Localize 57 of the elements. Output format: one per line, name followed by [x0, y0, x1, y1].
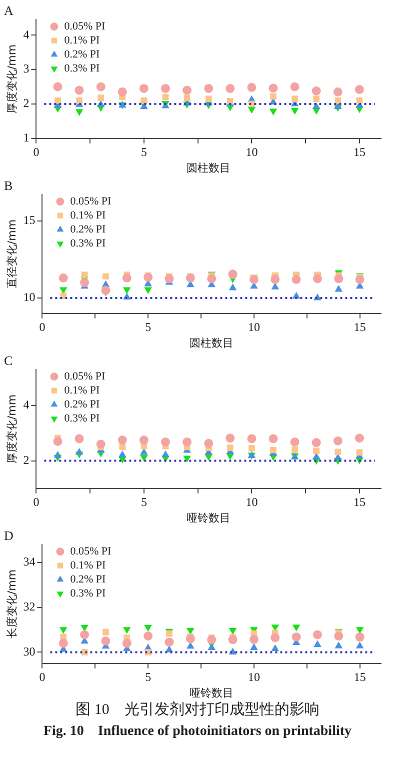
x-tick-label: 10 — [246, 144, 258, 159]
x-tick-label: 0 — [33, 494, 40, 509]
y-tick-label: 32 — [23, 600, 36, 614]
x-axis-title: 哑铃数目 — [186, 511, 231, 524]
x-tick-label: 0 — [39, 320, 46, 334]
x-tick-label: 10 — [246, 494, 258, 509]
legend-label: 0.1% PI — [70, 559, 106, 572]
y-axis-title: 长度变化/mm — [5, 569, 18, 639]
y-axis-title: 厚度变化/mm — [5, 394, 18, 464]
x-axis-title: 圆柱数目 — [190, 336, 234, 350]
legend-label: 0.05% PI — [70, 545, 112, 558]
chart-title: D — [4, 528, 14, 544]
y-tick-label: 15 — [23, 212, 36, 227]
y-tick-label: 4 — [23, 398, 30, 412]
x-tick-label: 15 — [354, 320, 366, 334]
caption: Fig. 10 Influence of photoinitiators on printability — [42, 723, 353, 741]
x-tick-label: 15 — [353, 144, 366, 159]
legend-label: 0.2% PI — [70, 223, 106, 236]
legend-label: 0.05% PI — [70, 195, 112, 208]
y-tick-label: 30 — [23, 644, 36, 658]
y-tick-label: 1 — [23, 130, 30, 145]
x-tick-label: 5 — [145, 320, 152, 334]
y-tick-label: 10 — [23, 290, 36, 304]
legend-label: 0.3% PI — [64, 62, 100, 74]
x-tick-label: 15 — [353, 494, 366, 509]
legend-label: 0.05% PI — [64, 20, 106, 32]
y-tick-label: 4 — [23, 27, 30, 42]
y-axis-title: 厚度变化/mm — [5, 44, 18, 114]
chart-title: A — [4, 3, 14, 18]
y-tick-label: 2 — [23, 452, 30, 467]
caption: 图 10 光引发剂对打印成型性的影响 — [74, 700, 320, 720]
legend-label: 0.2% PI — [64, 398, 100, 410]
y-tick-label: 3 — [23, 62, 30, 76]
legend-label: 0.3% PI — [64, 412, 100, 424]
chart-title: C — [4, 353, 13, 368]
chart-title: B — [4, 178, 13, 194]
x-tick-label: 5 — [145, 670, 152, 684]
x-tick-label: 0 — [39, 670, 46, 684]
x-tick-label: 10 — [248, 320, 260, 334]
legend-label: 0.3% PI — [70, 587, 106, 600]
legend-label: 0.1% PI — [64, 34, 100, 46]
y-tick-label: 2 — [23, 96, 30, 110]
legend-label: 0.1% PI — [64, 384, 100, 396]
y-tick-label: 34 — [23, 554, 36, 569]
legend-label: 0.3% PI — [70, 237, 106, 250]
x-tick-label: 5 — [140, 144, 147, 159]
legend-label: 0.2% PI — [64, 48, 100, 60]
legend-label: 0.2% PI — [70, 573, 106, 586]
x-axis-title: 圆柱数目 — [186, 161, 231, 174]
legend-label: 0.05% PI — [64, 370, 106, 382]
x-tick-label: 15 — [354, 670, 366, 684]
x-tick-label: 0 — [33, 144, 40, 159]
x-tick-label: 5 — [140, 494, 147, 509]
legend-label: 0.1% PI — [70, 209, 106, 222]
x-axis-title: 哑铃数目 — [190, 686, 234, 700]
y-axis-title: 直径变化/mm — [5, 219, 18, 289]
x-tick-label: 10 — [248, 670, 260, 684]
